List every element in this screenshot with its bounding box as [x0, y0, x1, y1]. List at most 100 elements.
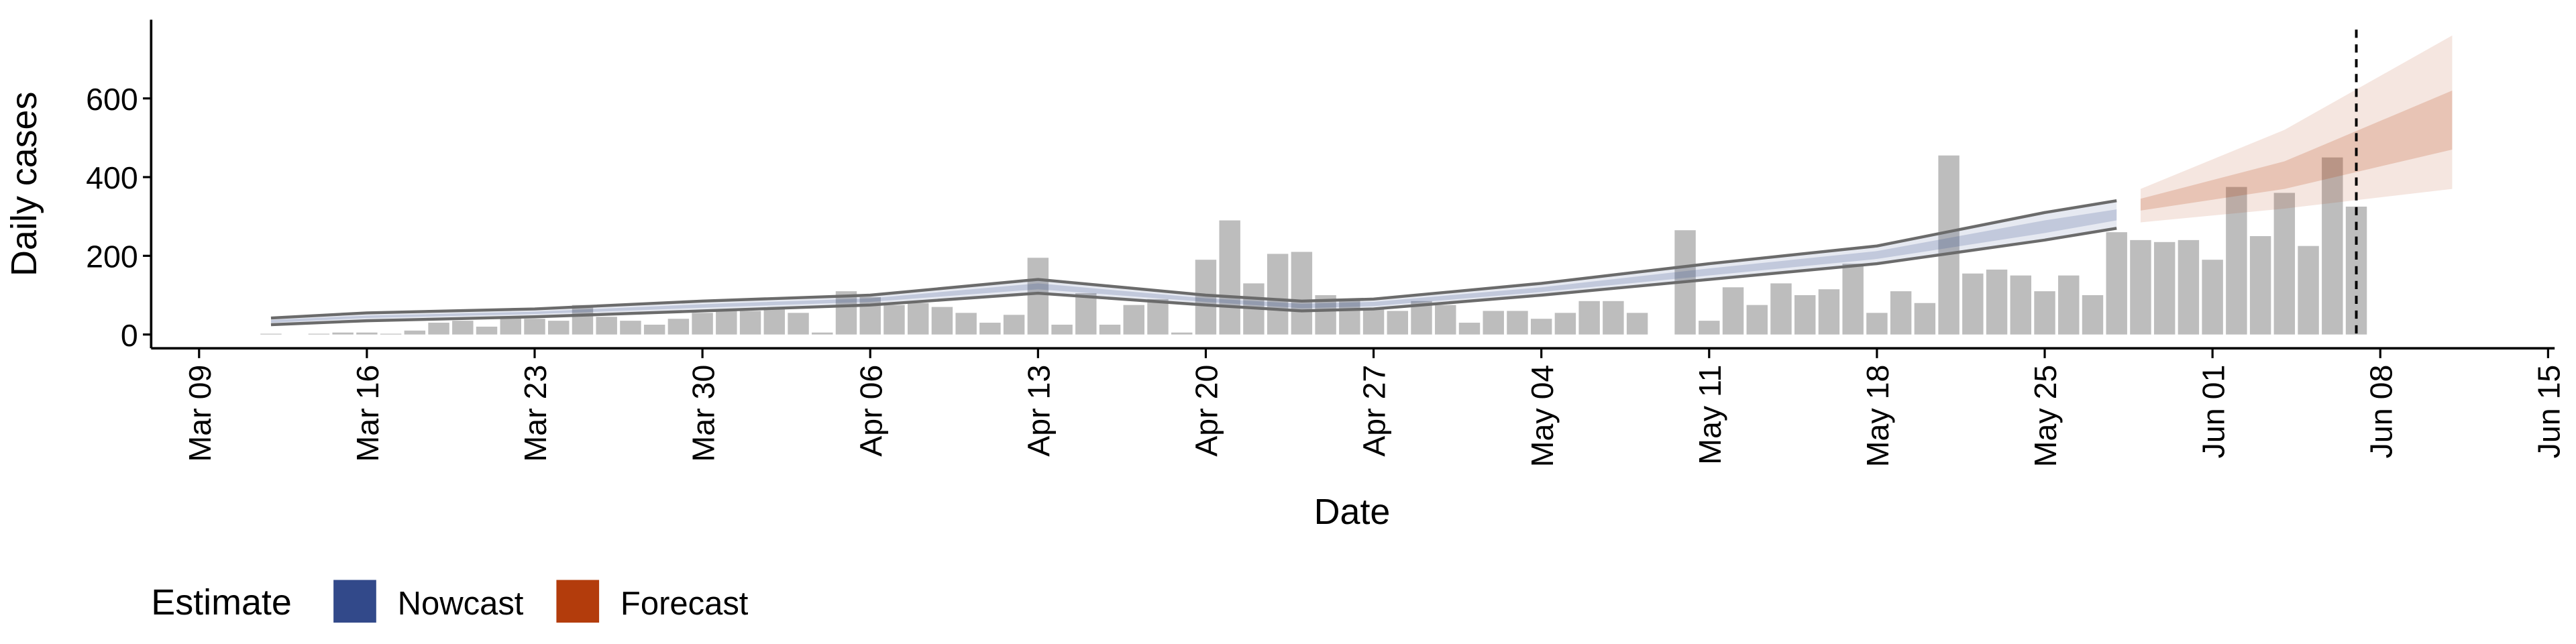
bar [955, 313, 977, 335]
bar [1626, 313, 1648, 335]
bar [2106, 232, 2127, 335]
bar [1099, 324, 1121, 335]
bar [1123, 305, 1144, 335]
bar [2010, 275, 2032, 335]
bar [1507, 311, 1528, 335]
bar [380, 333, 402, 335]
bar [1914, 303, 1936, 335]
bar [1171, 332, 1193, 335]
x-axis-label: Date [1314, 492, 1391, 532]
x-tick-label: Mar 09 [182, 365, 217, 462]
bar [2202, 260, 2223, 335]
bar [2130, 239, 2151, 335]
x-tick-label: Mar 23 [518, 365, 553, 462]
bar [1794, 294, 1816, 335]
band-edge [270, 199, 2117, 320]
bar [1267, 254, 1289, 335]
bar [1699, 321, 1720, 335]
bar [1986, 269, 2008, 335]
bar [2153, 241, 2176, 335]
bar [1722, 287, 1744, 335]
x-tick-label: Jun 15 [2532, 365, 2567, 459]
bar [332, 332, 354, 335]
bar [1458, 323, 1481, 335]
bar [1195, 260, 1217, 335]
bar [1339, 299, 1360, 335]
bar [1362, 309, 1385, 335]
bar [572, 305, 594, 335]
bar [620, 321, 641, 335]
y-axis-label: Daily cases [4, 92, 44, 276]
x-tick-label: Mar 16 [350, 365, 385, 462]
y-tick-label: 600 [86, 82, 138, 117]
band-outer [2140, 35, 2453, 223]
bar [835, 291, 857, 335]
legend-swatch [333, 580, 376, 623]
bar [1890, 291, 1912, 335]
bar [2178, 239, 2200, 335]
x-tick-label: May 11 [1693, 365, 1727, 465]
x-tick-label: Jun 01 [2196, 365, 2231, 459]
bar [548, 321, 570, 335]
y-tick-label: 400 [86, 160, 138, 195]
band-edge [270, 227, 2117, 327]
legend-swatch [556, 580, 600, 623]
bar [452, 321, 474, 335]
bar [476, 326, 498, 335]
x-tick-label: Jun 08 [2363, 365, 2398, 459]
bar [979, 323, 1001, 335]
y-tick-label: 200 [86, 239, 138, 274]
x-tick-label: Apr 13 [1021, 365, 1056, 457]
bar [692, 313, 713, 335]
bar [2273, 193, 2296, 335]
bar [1842, 264, 1864, 335]
bar [596, 317, 617, 335]
bar [1770, 283, 1792, 335]
bar [788, 313, 809, 335]
bar [1938, 155, 1960, 335]
bar [356, 332, 378, 335]
bar [883, 305, 905, 335]
bar [1003, 315, 1025, 335]
bar [308, 333, 330, 335]
bar [716, 311, 737, 335]
bar [404, 330, 426, 335]
bar [428, 323, 449, 335]
bar [1435, 305, 1456, 335]
bar [1483, 311, 1504, 335]
bar [2034, 291, 2055, 335]
bar [1554, 313, 1576, 335]
bar [1051, 324, 1073, 335]
x-tick-label: Apr 27 [1357, 365, 1392, 457]
bar [1962, 273, 1984, 335]
bar [260, 333, 282, 335]
bar [2058, 275, 2080, 335]
bar [931, 307, 953, 335]
bar [2322, 157, 2343, 335]
legend-label: Forecast [621, 586, 749, 622]
bar [1219, 220, 1240, 335]
legend-title: Estimate [151, 582, 292, 623]
x-tick-label: May 04 [1525, 365, 1560, 468]
bar [2226, 186, 2247, 335]
band-inner [270, 209, 2117, 323]
bar [1530, 319, 1552, 335]
bar [1818, 289, 1840, 335]
bar [1387, 311, 1409, 335]
bar [1866, 313, 1888, 335]
bar [763, 309, 786, 335]
bar [1603, 301, 1624, 335]
bar [667, 319, 690, 335]
bar [1578, 301, 1600, 335]
bar [2249, 236, 2271, 335]
bar [1147, 299, 1169, 335]
bar [812, 332, 833, 335]
bar [643, 324, 665, 335]
x-tick-label: Apr 06 [853, 365, 888, 457]
bar [2298, 246, 2319, 335]
bar [907, 303, 929, 335]
bar [1027, 258, 1049, 335]
x-tick-label: May 25 [2028, 365, 2063, 468]
x-tick-label: Mar 30 [686, 365, 720, 462]
